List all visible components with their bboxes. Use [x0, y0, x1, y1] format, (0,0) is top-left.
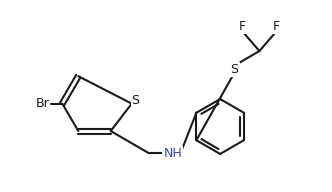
Text: S: S — [131, 94, 139, 107]
Text: Br: Br — [36, 97, 49, 110]
Text: F: F — [273, 20, 280, 33]
Text: S: S — [231, 63, 239, 76]
Text: F: F — [239, 20, 246, 33]
Text: NH: NH — [163, 147, 182, 160]
